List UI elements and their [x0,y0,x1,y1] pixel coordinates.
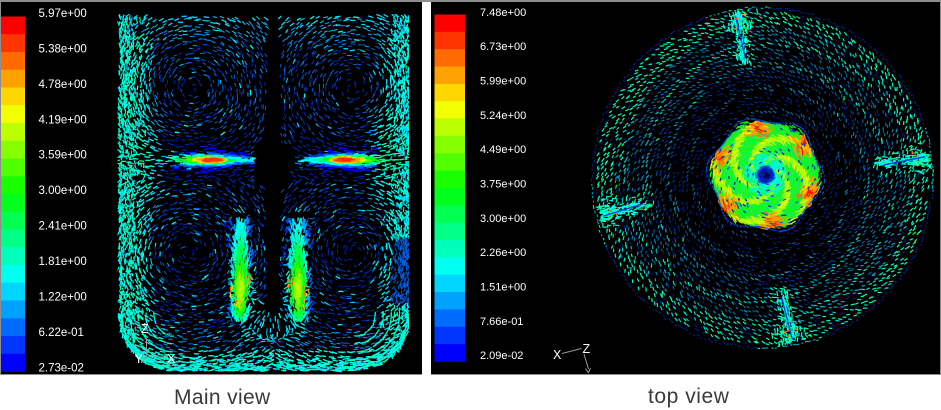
svg-text:1.22e+00: 1.22e+00 [39,291,87,303]
svg-text:7.48e+00: 7.48e+00 [480,6,526,18]
svg-text:Z: Z [582,342,590,356]
svg-text:3.75e+00: 3.75e+00 [480,178,526,190]
svg-text:4.19e+00: 4.19e+00 [39,114,87,126]
svg-text:6.22e-01: 6.22e-01 [39,327,84,339]
svg-text:6.73e+00: 6.73e+00 [480,41,526,53]
svg-text:5.38e+00: 5.38e+00 [39,43,87,55]
svg-text:4.78e+00: 4.78e+00 [39,78,87,90]
svg-text:3.00e+00: 3.00e+00 [39,185,87,197]
svg-text:Y: Y [135,352,144,366]
svg-text:2.26e+00: 2.26e+00 [480,247,526,259]
svg-text:5.99e+00: 5.99e+00 [480,75,526,87]
svg-text:2.73e-02: 2.73e-02 [39,362,84,374]
svg-text:3.59e+00: 3.59e+00 [39,149,87,161]
svg-text:X: X [553,348,562,362]
svg-text:X: X [167,352,176,366]
svg-text:2.41e+00: 2.41e+00 [39,220,87,232]
svg-text:1.51e+00: 1.51e+00 [480,281,526,293]
svg-text:4.49e+00: 4.49e+00 [480,144,526,156]
svg-text:5.24e+00: 5.24e+00 [480,109,526,121]
svg-text:5.97e+00: 5.97e+00 [39,7,87,19]
svg-text:3.00e+00: 3.00e+00 [480,212,526,224]
svg-text:1.81e+00: 1.81e+00 [39,256,87,268]
svg-text:Z: Z [141,322,149,336]
svg-text:7.66e-01: 7.66e-01 [480,315,523,327]
svg-text:2.09e-02: 2.09e-02 [480,350,523,362]
